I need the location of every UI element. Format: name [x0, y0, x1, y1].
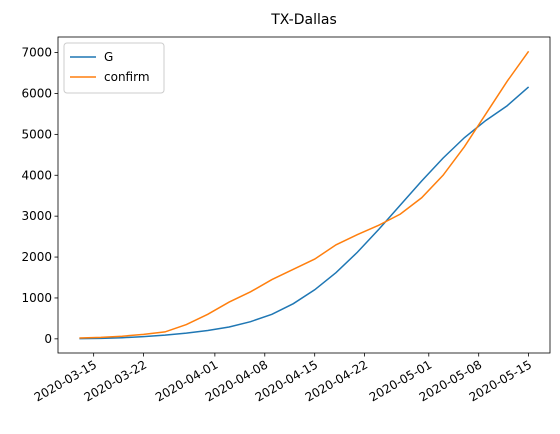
y-tick-label: 1000 — [21, 291, 52, 305]
y-tick-label: 2000 — [21, 250, 52, 264]
chart-title: TX-Dallas — [270, 12, 337, 28]
y-tick-label: 3000 — [21, 209, 52, 223]
plot-frame — [57, 36, 551, 354]
y-tick-label: 6000 — [21, 86, 52, 100]
y-tick-label: 0 — [44, 332, 52, 346]
legend-label: G — [104, 50, 113, 64]
y-tick-label: 5000 — [21, 127, 52, 141]
y-tick-label: 7000 — [21, 46, 52, 60]
series-line — [79, 50, 530, 339]
legend-box — [63, 42, 165, 94]
series-line — [79, 86, 530, 340]
legend-label: confirm — [104, 70, 150, 84]
y-tick-label: 4000 — [21, 168, 52, 182]
